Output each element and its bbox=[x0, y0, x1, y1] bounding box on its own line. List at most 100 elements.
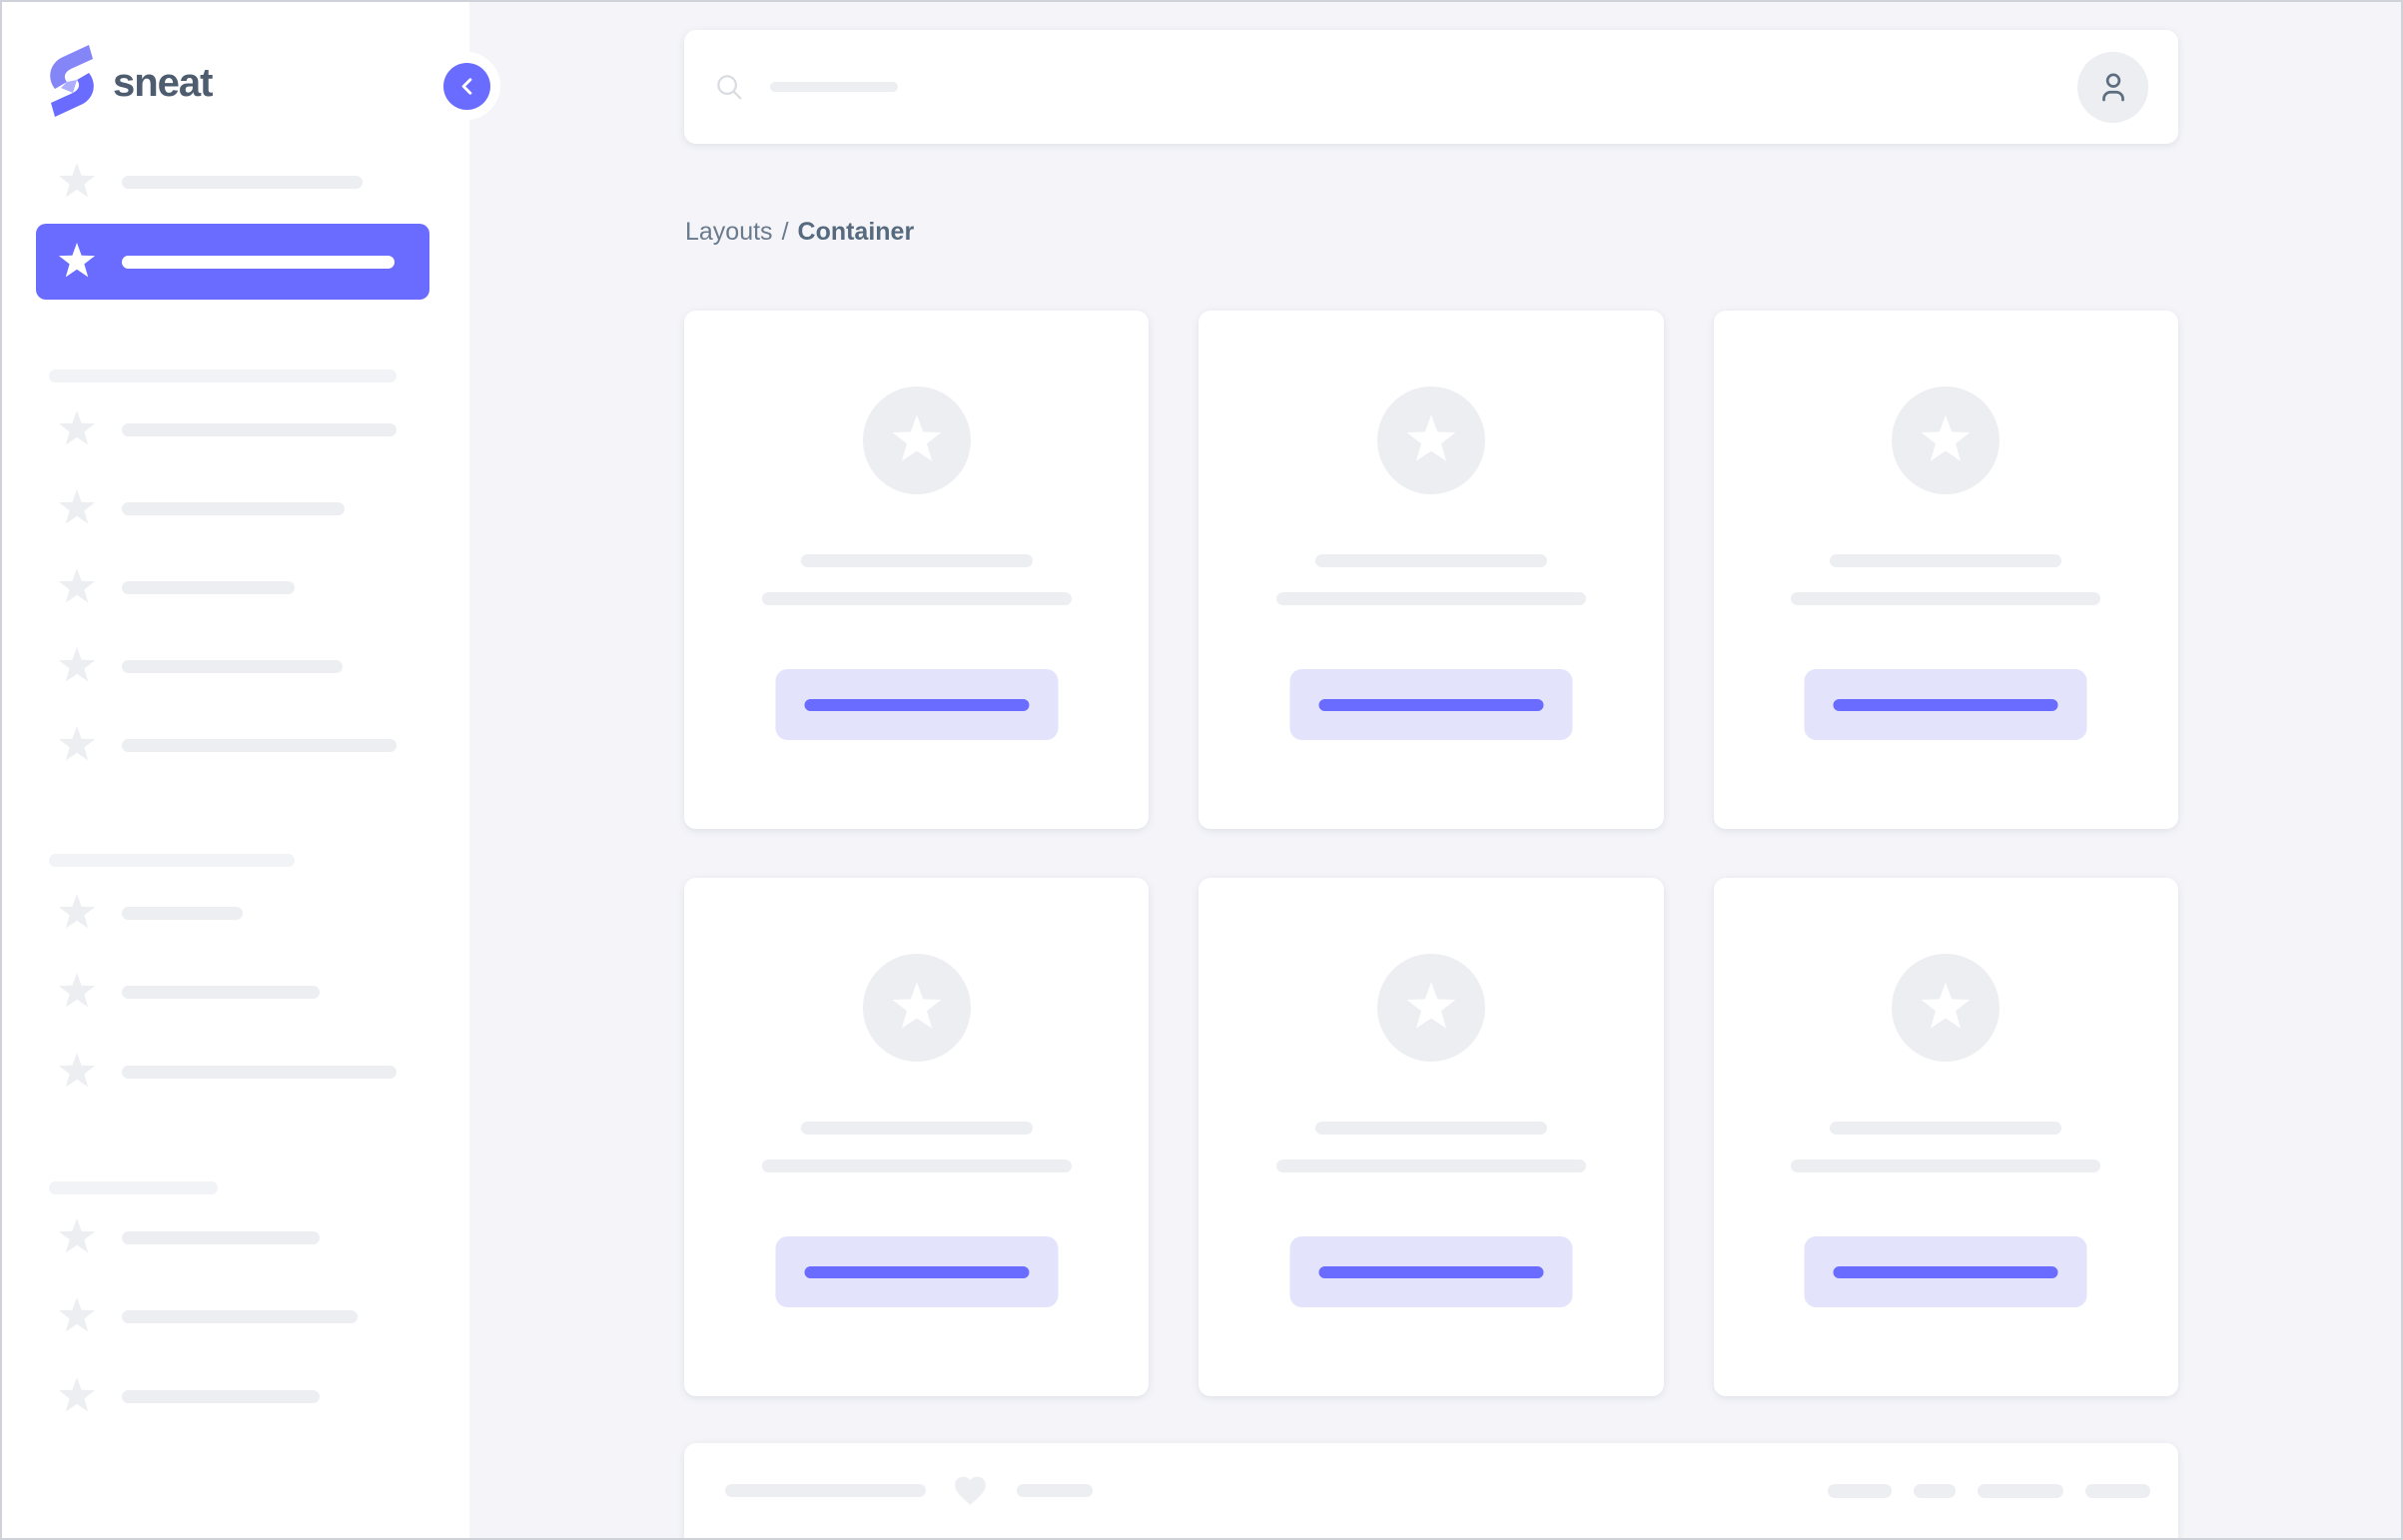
sidebar-menu-item-active[interactable] bbox=[2, 222, 469, 302]
sidebar-menu-item[interactable] bbox=[2, 873, 469, 953]
content-card bbox=[1199, 311, 1664, 829]
sidebar-menu-item[interactable] bbox=[2, 142, 469, 222]
breadcrumb-current: Container bbox=[797, 218, 915, 246]
card-button-skeleton[interactable] bbox=[1289, 669, 1573, 740]
text-line-skeleton bbox=[1314, 554, 1547, 567]
button-label-skeleton bbox=[1833, 1265, 2058, 1278]
user-avatar-button[interactable] bbox=[2077, 51, 2148, 123]
pagination-pill-skeleton bbox=[1978, 1483, 2063, 1498]
footer-text-skeleton bbox=[725, 1484, 926, 1497]
star-icon bbox=[57, 242, 97, 282]
text-line-skeleton bbox=[800, 1122, 1033, 1135]
menu-label-skeleton bbox=[122, 175, 363, 189]
menu-label-skeleton bbox=[122, 580, 295, 594]
text-line-skeleton bbox=[761, 592, 1072, 605]
menu-label-skeleton bbox=[122, 738, 397, 752]
text-line-skeleton bbox=[1830, 554, 2062, 567]
menu-label-skeleton bbox=[122, 1309, 358, 1323]
content-card bbox=[1199, 878, 1664, 1396]
button-label-skeleton bbox=[1318, 1265, 1544, 1278]
breadcrumb-separator: / bbox=[781, 218, 789, 246]
star-icon bbox=[1404, 413, 1458, 467]
text-line-skeleton bbox=[1791, 592, 2101, 605]
star-icon bbox=[1919, 981, 1973, 1035]
menu-label-skeleton bbox=[122, 1389, 320, 1403]
avatar-circle bbox=[1376, 386, 1485, 494]
card-button-skeleton[interactable] bbox=[1289, 1236, 1573, 1307]
card-button-skeleton[interactable] bbox=[1804, 669, 2087, 740]
card-button-skeleton[interactable] bbox=[775, 1236, 1059, 1307]
sidebar-section-label-skeleton bbox=[49, 370, 397, 383]
search-placeholder-skeleton bbox=[770, 82, 898, 92]
text-line-skeleton bbox=[1791, 1159, 2101, 1172]
text-line-skeleton bbox=[1830, 1122, 2062, 1135]
text-line-skeleton bbox=[761, 1159, 1072, 1172]
star-icon bbox=[57, 488, 97, 528]
brand-name: sneat bbox=[113, 60, 213, 105]
text-line-skeleton bbox=[1275, 1159, 1586, 1172]
breadcrumb-parent[interactable]: Layouts bbox=[685, 218, 773, 246]
button-label-skeleton bbox=[804, 1265, 1030, 1278]
sidebar-menu-item[interactable] bbox=[2, 389, 469, 469]
star-icon bbox=[57, 646, 97, 686]
sidebar-section-label-skeleton bbox=[49, 854, 295, 867]
star-icon bbox=[57, 725, 97, 765]
navbar bbox=[684, 30, 2178, 144]
sidebar-menu-item[interactable] bbox=[2, 952, 469, 1032]
sidebar-menu-item[interactable] bbox=[2, 1197, 469, 1277]
menu-label-skeleton bbox=[122, 659, 343, 673]
heart-icon bbox=[950, 1472, 991, 1509]
text-line-skeleton bbox=[1314, 1122, 1547, 1135]
avatar-circle bbox=[1892, 954, 2001, 1062]
star-icon bbox=[57, 409, 97, 449]
content-card bbox=[684, 311, 1150, 829]
star-icon bbox=[890, 413, 944, 467]
menu-label-skeleton bbox=[122, 985, 320, 999]
chevron-left-icon bbox=[442, 62, 490, 110]
button-label-skeleton bbox=[1833, 698, 2058, 711]
button-label-skeleton bbox=[1318, 698, 1544, 711]
sidebar-menu-item[interactable] bbox=[2, 468, 469, 548]
sidebar-menu-item[interactable] bbox=[2, 547, 469, 627]
content-card bbox=[684, 878, 1150, 1396]
avatar-circle bbox=[1892, 386, 2001, 494]
card-button-skeleton[interactable] bbox=[1804, 1236, 2087, 1307]
sidebar-menu-item[interactable] bbox=[2, 626, 469, 706]
menu-label-skeleton bbox=[122, 422, 397, 436]
star-icon bbox=[57, 567, 97, 607]
sidebar: sneat bbox=[2, 2, 500, 1538]
search-icon bbox=[714, 72, 744, 102]
star-icon bbox=[57, 1052, 97, 1092]
avatar-circle bbox=[862, 386, 971, 494]
text-line-skeleton bbox=[800, 554, 1033, 567]
menu-label-skeleton bbox=[122, 906, 243, 920]
star-icon bbox=[57, 1217, 97, 1257]
star-icon bbox=[57, 1296, 97, 1336]
pagination-pill-skeleton bbox=[1828, 1483, 1892, 1498]
star-icon bbox=[1919, 413, 1973, 467]
brand[interactable]: sneat bbox=[47, 44, 213, 122]
star-icon bbox=[57, 162, 97, 202]
sidebar-menu-item[interactable] bbox=[2, 1032, 469, 1112]
star-icon bbox=[57, 893, 97, 933]
sidebar-menu-item[interactable] bbox=[2, 705, 469, 785]
pagination-pill-skeleton bbox=[1914, 1483, 1956, 1498]
footer-row bbox=[725, 1453, 2150, 1529]
content-card bbox=[1713, 878, 2178, 1396]
card-button-skeleton[interactable] bbox=[775, 669, 1059, 740]
search-input[interactable] bbox=[684, 30, 2077, 144]
breadcrumb: Layouts / Container bbox=[685, 218, 914, 247]
content-card bbox=[1713, 311, 2178, 829]
sidebar-menu-item[interactable] bbox=[2, 1356, 469, 1436]
footer-text-skeleton bbox=[1017, 1484, 1093, 1497]
sneat-logo-icon bbox=[47, 44, 97, 122]
menu-label-skeleton bbox=[122, 501, 345, 515]
avatar-circle bbox=[862, 954, 971, 1062]
menu-label-skeleton bbox=[122, 255, 395, 269]
sidebar-menu-item[interactable] bbox=[2, 1276, 469, 1356]
button-label-skeleton bbox=[804, 698, 1030, 711]
card-grid bbox=[684, 311, 2178, 1396]
star-icon bbox=[57, 972, 97, 1012]
sidebar-collapse-button[interactable] bbox=[432, 52, 500, 120]
